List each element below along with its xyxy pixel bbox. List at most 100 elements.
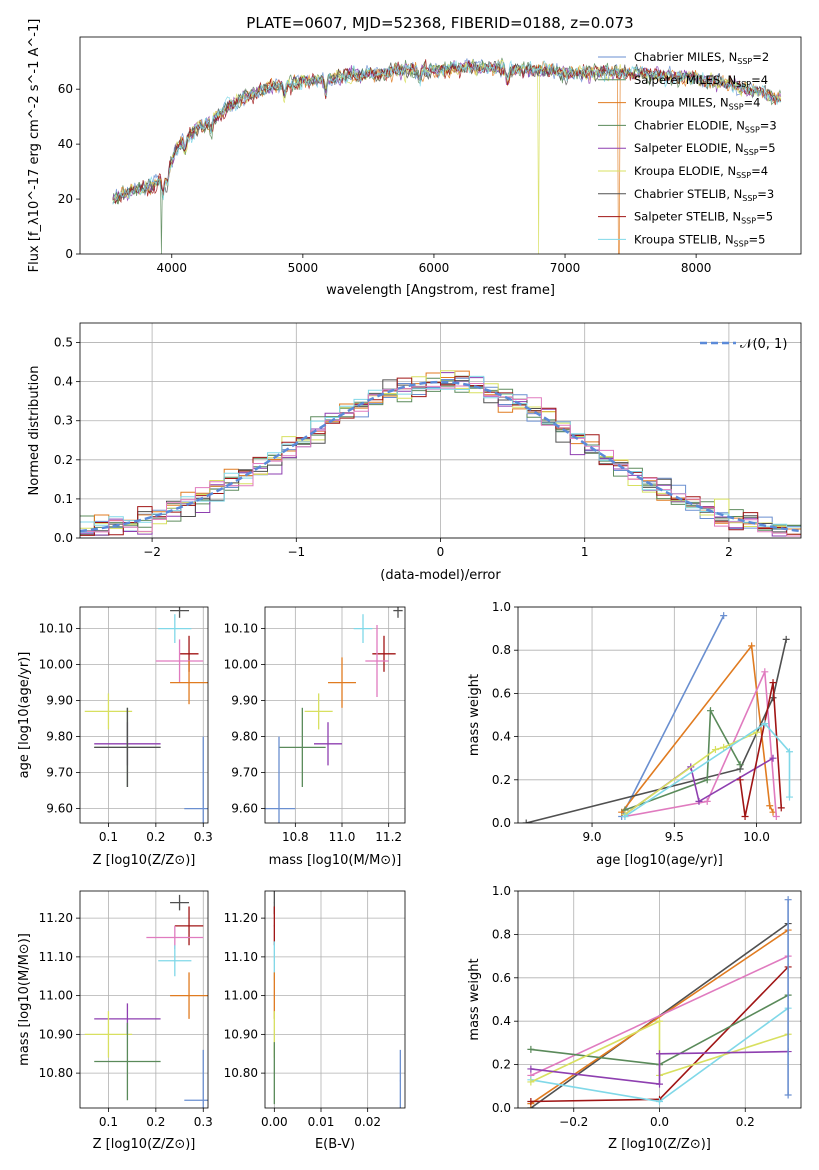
legend-n: N [734,187,743,201]
y-tick-label: 0.4 [492,730,511,744]
x-tick-label: 8000 [681,261,712,275]
panel-mass-vs-Z: 0.1 0.2 0.3 10.80 10.90 11.00 11.10 11.20 Z [log… [17,890,213,1152]
marker-7-2 [656,1050,663,1058]
y-tick-label: 10.80 [224,1066,258,1080]
spectrum-line-8 [112,59,782,205]
marker-8-1 [761,720,769,728]
x-tick-label: 1 [581,545,589,559]
y-tick-label: 0.8 [492,643,511,657]
marker-3-1 [703,797,711,805]
histogram-step-9 [80,383,801,537]
y-tick-label: 9.80 [46,730,73,744]
marker-5-3 [769,754,777,762]
legend-n: N [727,164,736,178]
y-axis-label: mass weight [467,958,482,1040]
marker-1-2 [766,802,774,810]
y-tick-label: 10.00 [39,658,73,672]
marker-8-1 [784,896,792,904]
marker-2-2 [769,694,777,702]
y-tick-label: 0.0 [54,531,73,545]
panel-weight-vs-age: 9.0 9.5 10.0 0.0 0.2 0.4 0.6 0.8 1.0 age [log10(a… [467,600,802,868]
y-tick-label: 10.10 [224,622,258,636]
legend-entry: 𝒩(0, 1) [740,337,787,352]
spectrum-line-3 [112,59,782,254]
weight-line-3 [624,671,778,818]
marker-4-3 [736,761,744,769]
y-tick-label: 60 [58,82,73,96]
marker-6-2 [720,743,728,751]
marker-6-1 [711,746,719,754]
y-tick-label: 11.20 [39,911,73,925]
legend-value: =2 [752,50,769,64]
x-tick-label: 7000 [550,261,581,275]
x-tick-label: 9.5 [665,830,684,844]
y-tick-label: 10.90 [224,1027,258,1041]
legend-sub: SSP [729,103,744,112]
x-axis-label: mass [log10(M/M⊙)] [269,853,402,868]
x-tick-label: 0.0 [650,1115,669,1129]
marker-8-2 [785,748,793,756]
y-tick-label: 0.5 [54,336,73,350]
legend-sub: SSP [744,148,759,157]
normal-reference-curve [80,380,801,533]
y-tick-label: 11.00 [39,989,73,1003]
plot-area-residuals [80,370,801,537]
x-tick-label: 0.00 [261,1115,288,1129]
y-tick-label: 11.00 [224,989,258,1003]
x-tick-label: 0.01 [308,1115,335,1129]
y-tick-label: 9.90 [231,694,258,708]
y-tick-label: 0.4 [492,1014,511,1028]
marker-4-2 [707,707,715,715]
y-tick-label: 0.3 [54,414,73,428]
plot-area-weight-vs-age [522,612,793,823]
y-tick-label: 10.10 [39,622,73,636]
spectrum-line-5 [112,58,782,254]
x-tick-label: 0.1 [99,830,118,844]
legend-sub: SSP [734,239,749,248]
legend-sub: SSP [745,125,760,134]
weight-line-2 [530,955,789,1077]
y-tick-label: 0.1 [54,492,73,506]
y-tick-label: 0.4 [54,375,73,389]
x-tick-label: 10.0 [743,830,770,844]
x-tick-label: −1 [287,545,305,559]
y-tick-label: 0.6 [492,971,511,985]
x-tick-label: 0 [437,545,445,559]
marker-5-1 [656,1097,663,1105]
legend-sub: SSP [741,217,756,226]
y-tick-label: 0.0 [492,1101,511,1115]
weight-line-7 [739,682,783,817]
marker-3-2 [761,668,769,676]
marker-3-0 [527,1097,535,1105]
x-tick-label: 0.3 [194,830,213,844]
legend-entry: Chabrier MILES, NSSP=2 [634,50,769,66]
legend-entry: Chabrier STELIB, NSSP=3 [634,187,774,203]
plot-area-weight-vs-Z [527,896,792,1108]
y-tick-label: 10.90 [39,1027,73,1041]
x-tick-label: 4000 [156,261,187,275]
panel-spectrum: 4000 5000 6000 7000 8000 0 20 40 60 Chabrier MILE… [27,19,802,298]
x-axis-label: E(B-V) [315,1137,355,1152]
x-tick-label: 0.1 [99,1115,118,1129]
axes-frame [264,606,406,824]
marker-3-3 [772,813,780,821]
histogram-step-5 [80,370,801,535]
y-tick-label: 1.0 [492,884,511,898]
plot-area-mass-vs-EBV [273,891,401,1108]
y-tick-label: 11.10 [224,950,258,964]
legend-n: N [736,118,745,132]
marker-7-3 [777,804,785,812]
axes-frame [517,606,802,824]
marker-1-1 [748,642,756,650]
y-tick-label: 0 [65,247,73,261]
legend-sub: SSP [736,171,751,180]
legend-entry: Salpeter MILES, NSSP=4 [634,73,768,89]
marker-8-0 [784,1091,792,1099]
marker-7-1 [656,1080,663,1088]
figure-title: PLATE=0607, MJD=52368, FIBERID=0188, z=0… [246,14,633,32]
legend-value: =5 [756,210,773,224]
legend-value: =4 [751,164,768,178]
spectrum-legend: Chabrier MILES, NSSP=2 Salpeter MILES, NS… [598,50,777,248]
y-tick-label: 10.00 [224,658,258,672]
